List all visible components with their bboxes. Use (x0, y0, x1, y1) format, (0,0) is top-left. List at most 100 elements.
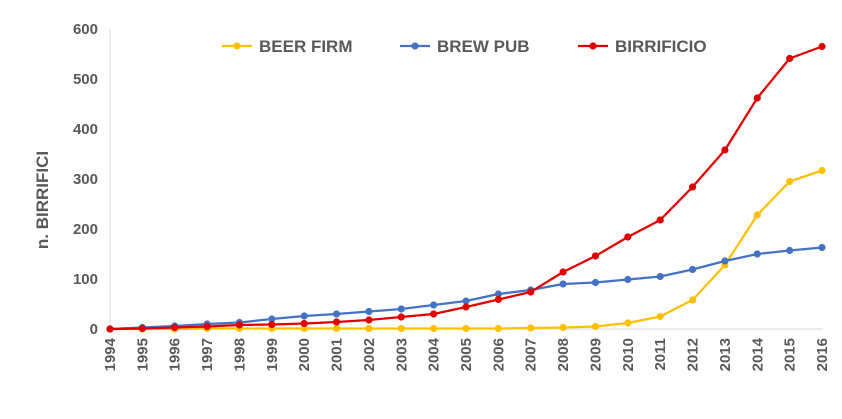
data-point-birrificio (462, 303, 470, 311)
y-tick-label: 100 (73, 271, 98, 288)
data-point-brew-pub (656, 272, 664, 281)
data-point-brew-pub (721, 257, 729, 265)
axes (109, 29, 823, 330)
x-tick-label: 2013 (717, 338, 734, 371)
x-tick-label: 2014 (749, 337, 766, 371)
data-point-beer-firm (818, 166, 826, 175)
data-point-birrificio (365, 316, 373, 324)
x-tick-label: 1996 (167, 338, 184, 371)
legend-swatch-marker (233, 42, 241, 50)
data-point-brew-pub (462, 297, 470, 305)
x-tick-label: 2010 (620, 338, 637, 371)
data-point-birrificio (106, 325, 114, 333)
data-point-beer-firm (559, 323, 567, 332)
data-point-brew-pub (624, 275, 632, 284)
data-point-birrificio (397, 313, 405, 321)
data-point-brew-pub (397, 305, 405, 313)
data-point-brew-pub (559, 280, 567, 288)
x-tick-label: 2003 (393, 338, 410, 371)
legend-item-beer-firm: BEER FIRM (222, 37, 353, 56)
data-point-beer-firm (365, 324, 373, 333)
data-point-birrificio (786, 54, 794, 63)
data-point-brew-pub (818, 243, 826, 252)
data-point-birrificio (656, 216, 664, 224)
data-point-birrificio (203, 322, 211, 331)
data-point-brew-pub (268, 315, 276, 323)
data-point-beer-firm (786, 177, 794, 186)
x-tick-label: 1999 (264, 338, 281, 371)
data-point-birrificio (591, 252, 600, 260)
data-point-brew-pub (591, 278, 600, 287)
data-point-birrificio (268, 320, 276, 329)
series-birrificio (106, 42, 826, 333)
data-point-birrificio (624, 233, 632, 241)
data-point-brew-pub (332, 310, 341, 318)
data-point-birrificio (818, 42, 826, 51)
data-point-birrificio (688, 183, 697, 191)
y-tick-label: 0 (90, 321, 98, 338)
data-point-brew-pub (430, 301, 438, 309)
x-tick-label: 2011 (652, 338, 669, 371)
data-point-brew-pub (300, 312, 308, 320)
data-point-beer-firm (753, 211, 761, 219)
data-point-beer-firm (332, 324, 341, 333)
x-tick-label: 2007 (523, 338, 540, 371)
x-tick-label: 2006 (490, 338, 507, 371)
x-tick-label: 2008 (555, 338, 572, 371)
x-tick-label: 2016 (814, 338, 831, 371)
x-tick-label: 2000 (296, 338, 313, 371)
y-tick-label: 300 (73, 171, 98, 188)
data-point-beer-firm (430, 324, 438, 333)
legend-item-birrificio: BIRRIFICIO (578, 37, 707, 56)
data-point-beer-firm (527, 324, 535, 332)
data-point-birrificio (332, 318, 341, 326)
x-tick-label: 1995 (134, 338, 151, 371)
data-point-brew-pub (753, 250, 761, 258)
series-brew-pub (106, 243, 826, 333)
data-point-birrificio (171, 323, 179, 332)
data-point-birrificio (300, 319, 308, 328)
y-tick-label: 500 (73, 71, 98, 88)
x-tick-label: 2002 (361, 338, 378, 371)
legend: BEER FIRM BREW PUB BIRRIFICIO (222, 37, 707, 56)
legend-swatch-marker (589, 42, 597, 50)
x-tick-label: 1994 (102, 337, 119, 371)
data-point-birrificio (527, 288, 535, 296)
y-axis-ticks: 0 100 200 300 400 500 600 (73, 21, 98, 338)
data-point-brew-pub (786, 246, 794, 255)
x-tick-label: 2015 (782, 338, 799, 371)
series-line-brew-pub (109, 246, 823, 331)
data-point-birrificio (235, 321, 244, 329)
y-tick-label: 200 (73, 221, 98, 238)
data-point-beer-firm (494, 324, 502, 333)
data-point-beer-firm (462, 324, 470, 333)
y-tick-label: 600 (73, 21, 98, 38)
data-point-birrificio (138, 324, 146, 333)
series-line-birrificio (109, 45, 823, 331)
x-tick-label: 2009 (587, 338, 604, 371)
data-point-birrificio (494, 295, 502, 304)
x-tick-label: 2005 (458, 338, 475, 371)
legend-label: BEER FIRM (259, 37, 353, 56)
x-axis-ticks: 1994 1995 1996 1997 1998 1999 2000 2001 2002 2003… (102, 337, 831, 371)
data-point-brew-pub (494, 290, 502, 298)
data-point-beer-firm (591, 322, 600, 331)
data-point-birrificio (430, 310, 438, 318)
data-point-beer-firm (656, 312, 664, 321)
legend-swatch-marker (411, 42, 419, 50)
data-point-beer-firm (624, 319, 632, 327)
data-point-birrificio (753, 94, 761, 102)
data-point-beer-firm (688, 296, 697, 304)
data-point-beer-firm (397, 324, 405, 333)
y-axis-title: n. BIRRIFICI (33, 151, 52, 249)
data-point-brew-pub (688, 265, 697, 274)
data-point-birrificio (559, 268, 567, 276)
legend-label: BREW PUB (437, 37, 530, 56)
y-tick-label: 400 (73, 121, 98, 138)
x-tick-label: 2012 (685, 338, 702, 371)
x-tick-label: 1998 (231, 338, 248, 371)
legend-label: BIRRIFICIO (615, 37, 707, 56)
data-point-beer-firm (300, 324, 308, 333)
x-tick-label: 1997 (199, 338, 216, 371)
